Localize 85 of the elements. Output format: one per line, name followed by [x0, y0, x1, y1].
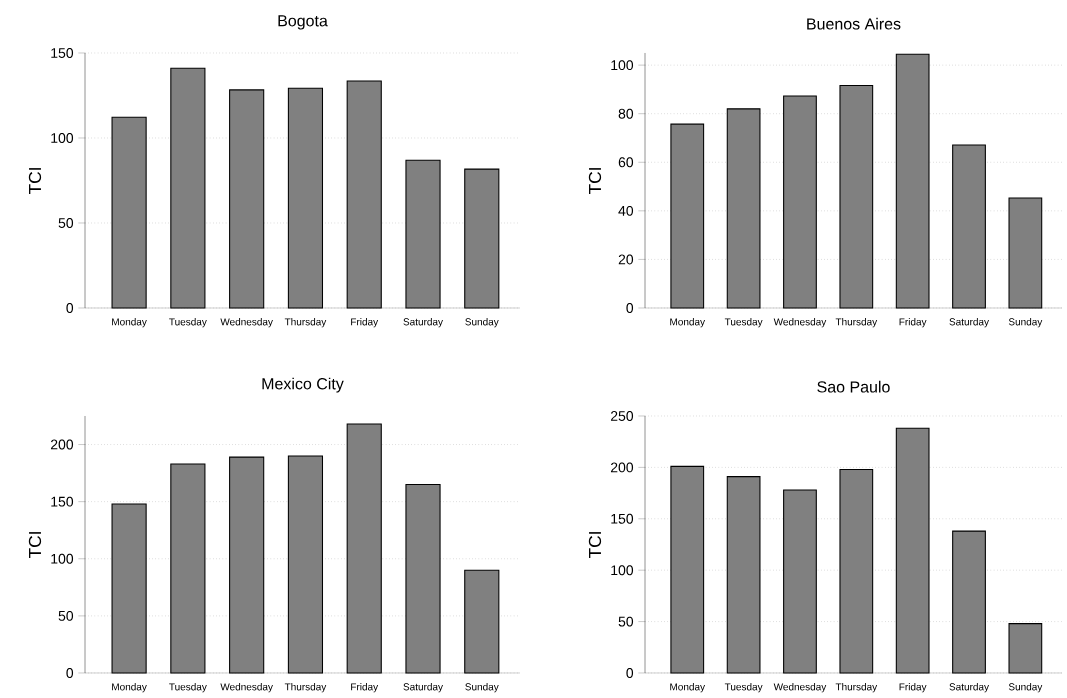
bar: [670, 123, 705, 309]
x-tick-label: Wednesday: [220, 318, 273, 328]
x-tick-label: Friday: [899, 318, 927, 328]
bar: [670, 465, 705, 674]
x-tick-label: Tuesday: [724, 318, 763, 328]
x-tick-label: Wednesday: [773, 318, 827, 328]
x-tick-label: Sunday: [1008, 683, 1043, 693]
y-axis-title: TCI: [28, 532, 42, 559]
y-tick-label: 100: [611, 60, 634, 71]
bar: [895, 427, 930, 674]
y-tick-label: 100: [611, 565, 634, 576]
x-tick-label: Thursday: [835, 318, 878, 328]
bar: [287, 87, 324, 309]
bar: [464, 569, 500, 674]
bar: [229, 456, 265, 674]
x-tick-label: Sunday: [465, 318, 499, 328]
chart-title: Mexico City: [262, 377, 344, 393]
bar: [111, 116, 147, 309]
y-tick-label: 150: [51, 48, 74, 58]
x-tick-label: Thursday: [835, 683, 878, 693]
bar: [170, 67, 206, 309]
y-tick-label: 40: [618, 205, 634, 216]
y-tick-label: 250: [610, 411, 634, 421]
y-tick-label: 150: [51, 496, 74, 507]
x-tick-label: Tuesday: [169, 683, 207, 693]
x-tick-label: Saturday: [403, 683, 443, 693]
x-tick-label: Wednesday: [773, 683, 827, 693]
x-tick-label: Monday: [670, 318, 706, 328]
chart-title: Bogota: [278, 15, 328, 30]
bar: [952, 144, 986, 309]
x-tick-label: Saturday: [949, 683, 989, 693]
y-tick-label: 200: [610, 462, 634, 473]
x-tick-label: Monday: [112, 683, 147, 693]
bar: [464, 168, 500, 309]
y-axis-title: TCI: [588, 532, 602, 559]
y-tick-label: 50: [618, 616, 634, 627]
x-tick-label: Friday: [351, 318, 379, 328]
bar: [839, 468, 874, 674]
bar: [170, 463, 206, 674]
y-tick-label: 100: [51, 553, 74, 564]
x-tick-label: Monday: [670, 683, 706, 693]
y-tick-label: 60: [618, 157, 634, 168]
bar: [405, 159, 441, 309]
x-tick-label: Saturday: [949, 318, 989, 328]
bar: [405, 483, 441, 674]
bar: [346, 423, 382, 674]
y-tick-label: 80: [618, 108, 634, 119]
bar: [839, 84, 874, 309]
bar: [783, 95, 817, 309]
y-tick-label: 0: [626, 303, 634, 313]
y-tick-label: 0: [66, 668, 74, 678]
y-tick-label: 100: [51, 133, 74, 143]
x-tick-label: Friday: [899, 683, 927, 693]
bar: [726, 108, 761, 309]
x-tick-label: Sunday: [465, 683, 499, 693]
x-tick-label: Thursday: [284, 683, 327, 693]
x-tick-label: Saturday: [403, 318, 443, 328]
x-tick-label: Sunday: [1008, 318, 1043, 328]
bar: [1008, 197, 1043, 309]
chart-title: Buenos Aires: [807, 17, 901, 30]
x-tick-label: Friday: [351, 683, 379, 693]
bar: [111, 503, 147, 674]
y-axis-title: TCI: [588, 168, 602, 195]
bar: [726, 476, 761, 674]
bar: [229, 89, 265, 309]
y-tick-label: 200: [50, 439, 74, 450]
bar: [895, 53, 930, 309]
x-tick-label: Tuesday: [169, 318, 207, 328]
y-tick-label: 0: [66, 303, 74, 313]
x-tick-label: Tuesday: [724, 683, 763, 693]
bar: [952, 530, 986, 674]
x-tick-label: Thursday: [284, 318, 327, 328]
y-tick-label: 20: [618, 254, 634, 265]
bar: [1008, 623, 1043, 674]
chart-title: Sao Paulo: [817, 380, 890, 393]
y-axis-title: TCI: [28, 168, 42, 195]
y-tick-label: 50: [58, 218, 74, 228]
y-tick-label: 50: [58, 610, 74, 621]
bar: [783, 489, 817, 674]
bar: [346, 80, 382, 309]
x-tick-label: Wednesday: [220, 683, 273, 693]
y-tick-label: 150: [611, 513, 634, 524]
y-tick-label: 0: [626, 668, 634, 678]
bar: [287, 455, 324, 674]
x-tick-label: Monday: [112, 318, 147, 328]
